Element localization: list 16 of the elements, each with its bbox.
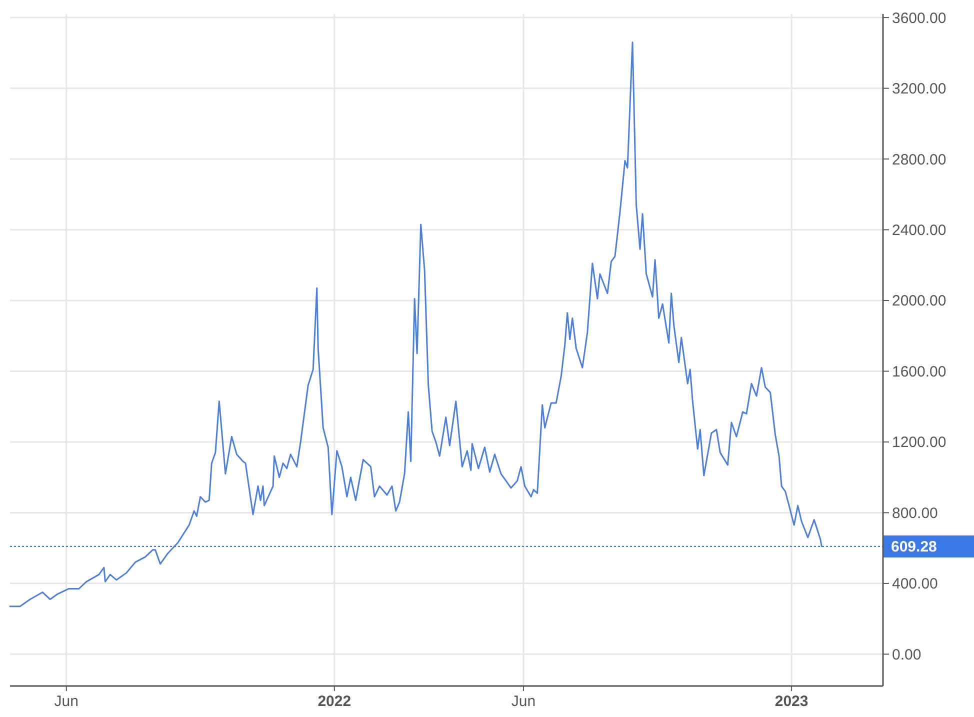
y-tick-label: 3200.00 [892,80,946,98]
y-tick-label: 2400.00 [892,222,946,239]
y-tick-label: 1600.00 [892,363,946,380]
y-tick-label: 800.00 [892,504,938,522]
ref-line-label: 609.28 [891,538,937,556]
x-tick-label: Jun [54,693,78,710]
x-tick-label: 2022 [318,693,352,710]
line-series [9,42,822,608]
y-tick-label: 2800.00 [892,151,946,168]
y-tick-label: 3600.00 [892,10,946,27]
y-tick-label: 400.00 [892,576,938,593]
y-tick-label: 1200.00 [892,434,946,452]
y-tick-label: 2000.00 [892,292,946,310]
x-tick-label: 2023 [774,693,808,710]
x-tick-label: Jun [511,693,536,710]
y-tick-label: 0.00 [892,646,922,664]
